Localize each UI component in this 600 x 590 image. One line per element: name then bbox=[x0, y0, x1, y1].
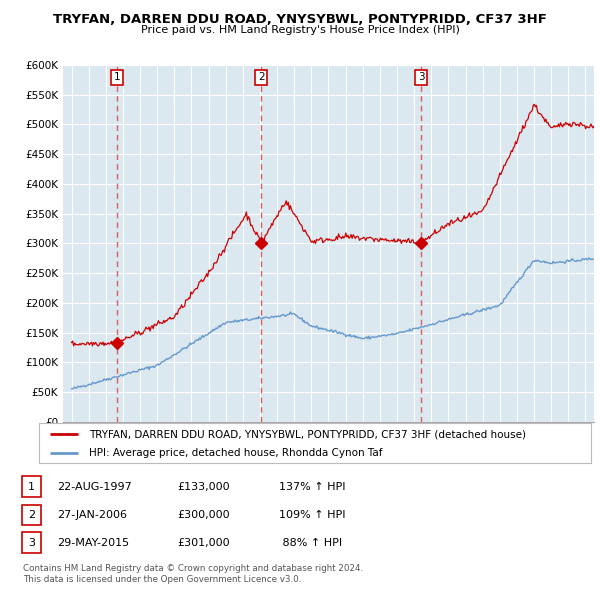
Text: £133,000: £133,000 bbox=[177, 482, 230, 491]
Text: 88% ↑ HPI: 88% ↑ HPI bbox=[279, 538, 342, 548]
Text: 3: 3 bbox=[418, 73, 424, 83]
Text: 2: 2 bbox=[28, 510, 35, 520]
Text: 29-MAY-2015: 29-MAY-2015 bbox=[57, 538, 129, 548]
Text: 2: 2 bbox=[258, 73, 265, 83]
Text: 3: 3 bbox=[28, 538, 35, 548]
Text: TRYFAN, DARREN DDU ROAD, YNYSYBWL, PONTYPRIDD, CF37 3HF (detached house): TRYFAN, DARREN DDU ROAD, YNYSYBWL, PONTY… bbox=[89, 430, 526, 440]
Text: TRYFAN, DARREN DDU ROAD, YNYSYBWL, PONTYPRIDD, CF37 3HF: TRYFAN, DARREN DDU ROAD, YNYSYBWL, PONTY… bbox=[53, 13, 547, 26]
Text: 1: 1 bbox=[28, 482, 35, 491]
Text: 22-AUG-1997: 22-AUG-1997 bbox=[57, 482, 132, 491]
Text: Contains HM Land Registry data © Crown copyright and database right 2024.: Contains HM Land Registry data © Crown c… bbox=[23, 564, 363, 573]
Text: This data is licensed under the Open Government Licence v3.0.: This data is licensed under the Open Gov… bbox=[23, 575, 301, 584]
Text: £301,000: £301,000 bbox=[177, 538, 230, 548]
Text: 1: 1 bbox=[113, 73, 120, 83]
Text: Price paid vs. HM Land Registry's House Price Index (HPI): Price paid vs. HM Land Registry's House … bbox=[140, 25, 460, 35]
Text: HPI: Average price, detached house, Rhondda Cynon Taf: HPI: Average price, detached house, Rhon… bbox=[89, 448, 382, 458]
Text: 27-JAN-2006: 27-JAN-2006 bbox=[57, 510, 127, 520]
Text: 137% ↑ HPI: 137% ↑ HPI bbox=[279, 482, 346, 491]
Text: 109% ↑ HPI: 109% ↑ HPI bbox=[279, 510, 346, 520]
Text: £300,000: £300,000 bbox=[177, 510, 230, 520]
